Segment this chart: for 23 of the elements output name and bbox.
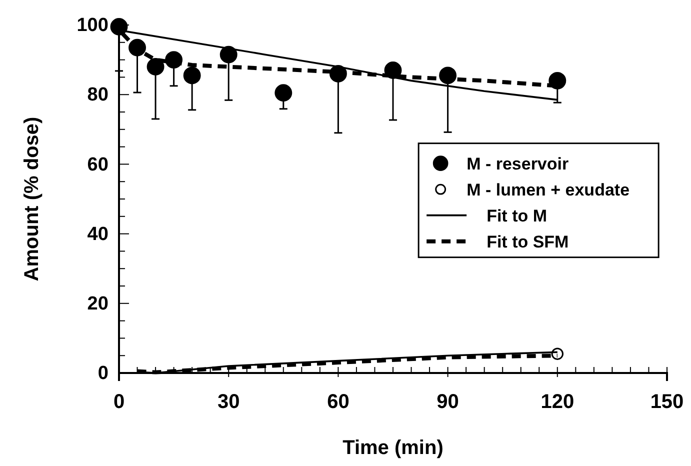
legend-label: M - reservoir [466, 154, 569, 174]
point [183, 66, 201, 84]
y-tick-label: 60 [87, 154, 108, 176]
legend-label: M - lumen + exudate [466, 180, 630, 200]
x-tick-label: 60 [327, 391, 350, 413]
point [146, 58, 164, 76]
x-tick-label: 30 [217, 391, 240, 413]
x-tick-label: 90 [436, 391, 459, 413]
y-tick-label: 0 [98, 363, 108, 384]
x-tick-label: 150 [650, 391, 684, 413]
point [548, 72, 566, 90]
x-tick-label: 0 [113, 391, 125, 413]
legend-label: Fit to SFM [486, 232, 569, 252]
x-tick-label: 120 [540, 391, 574, 413]
y-tick-label: 100 [76, 15, 108, 36]
y-tick-label: 80 [87, 84, 108, 106]
y-tick-label: 40 [87, 224, 108, 245]
legend-label: Fit to M [486, 206, 547, 226]
y-axis-title: Amount (% dose) [21, 116, 43, 282]
point [274, 84, 292, 102]
y-tick-label: 20 [87, 293, 108, 314]
point [220, 46, 238, 64]
x-axis-title: Time (min) [342, 437, 444, 459]
